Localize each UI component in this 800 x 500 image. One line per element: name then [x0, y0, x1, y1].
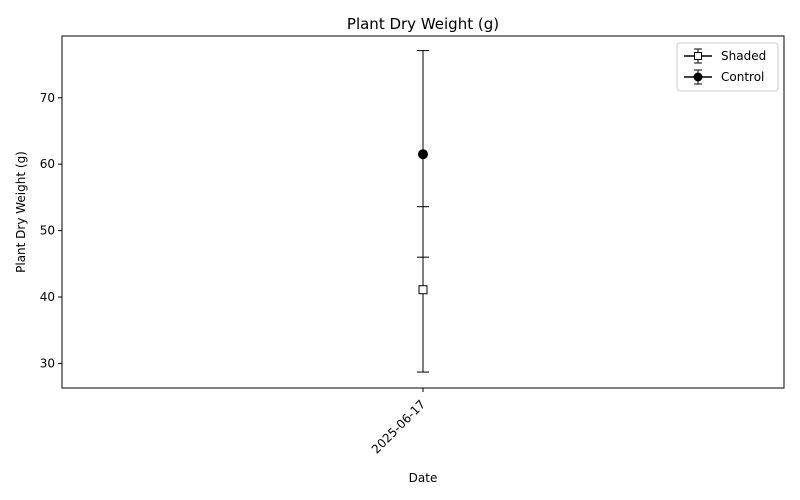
x-tick-label: 2025-06-17 — [369, 397, 428, 456]
legend-marker — [693, 72, 703, 82]
chart-title: Plant Dry Weight (g) — [347, 15, 499, 33]
data-point — [418, 149, 428, 160]
series-control — [417, 50, 429, 258]
y-axis-label: Plant Dry Weight (g) — [14, 151, 28, 273]
y-tick-label: 30 — [40, 356, 55, 370]
y-tick-label: 60 — [40, 157, 55, 171]
y-tick-label: 50 — [40, 224, 55, 238]
legend-label: Control — [721, 70, 764, 84]
legend-box — [676, 42, 779, 92]
legend-item-shaded: Shaded — [684, 48, 766, 64]
legend-marker — [694, 52, 702, 60]
series-layer — [417, 50, 429, 373]
x-axis-label: Date — [409, 471, 438, 485]
legend: Shaded Control — [676, 42, 779, 92]
y-tick-label: 40 — [40, 290, 55, 304]
legend-items: Shaded Control — [684, 48, 766, 85]
x-axis-ticks: 2025-06-17 — [369, 388, 428, 456]
y-tick-label: 70 — [40, 91, 55, 105]
legend-label: Shaded — [721, 49, 766, 63]
y-axis-ticks: 30 40 50 60 70 — [40, 91, 62, 370]
legend-item-control: Control — [684, 69, 764, 85]
data-point — [418, 285, 428, 295]
